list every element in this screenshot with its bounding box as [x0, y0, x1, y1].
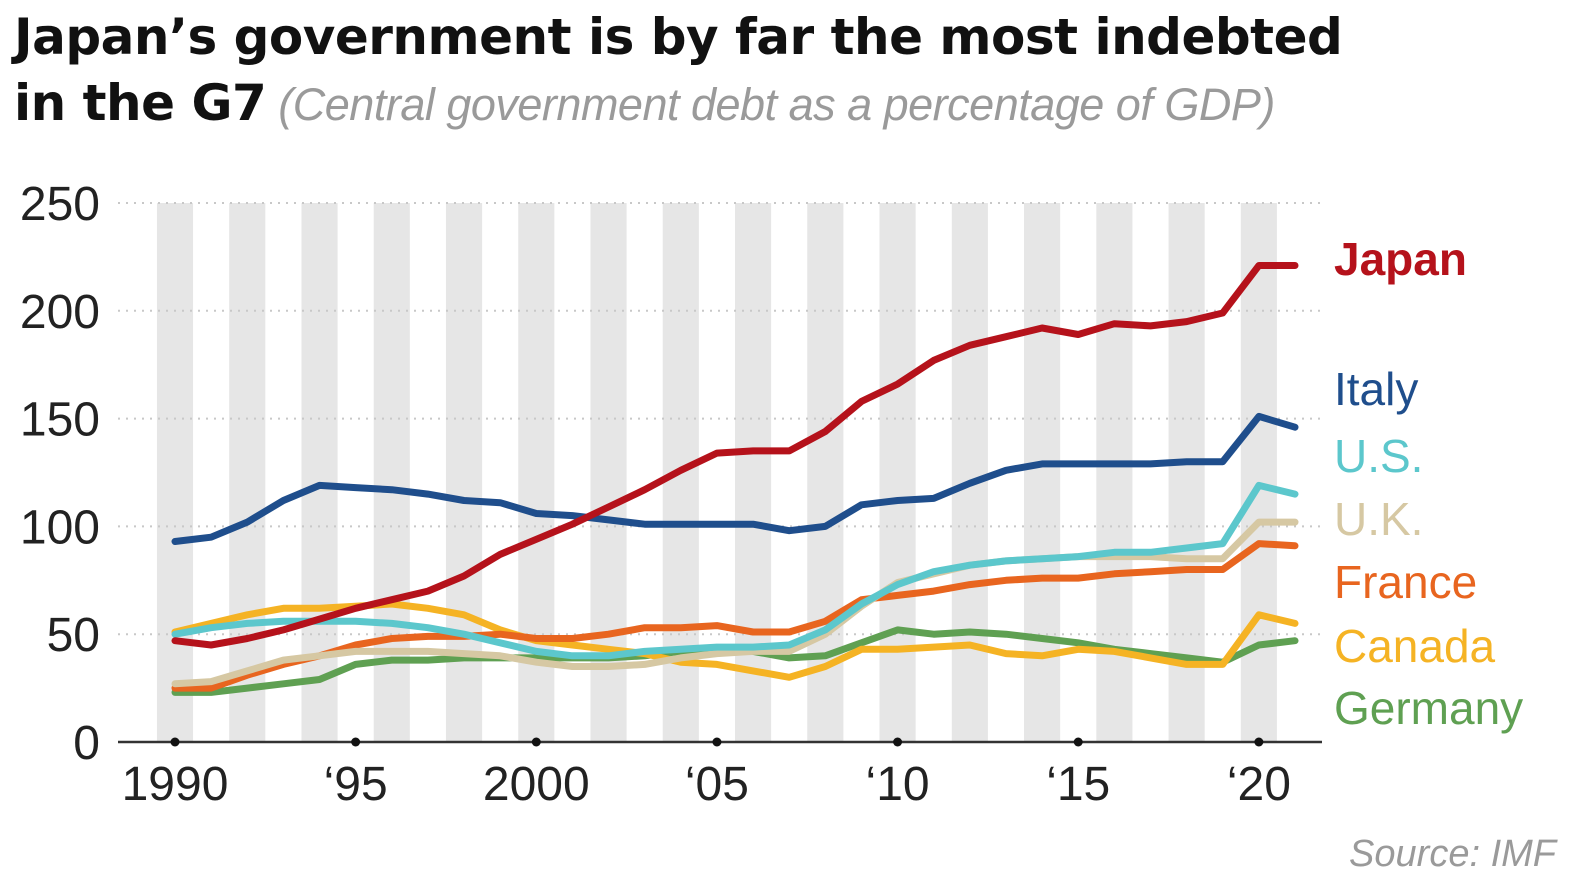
chart-title-line-2-text: in the G7: [14, 74, 267, 132]
y-tick-label-200: 200: [20, 286, 100, 339]
x-tick-label-1995: ‘95: [324, 758, 388, 811]
chart-title-line-1: Japan’s government is by far the most in…: [14, 8, 1343, 66]
x-tick-label-2015: ‘15: [1046, 758, 1110, 811]
series-line-france: [171, 540, 1299, 692]
y-axis-tick-labels: 0 50 100 150 200 250: [20, 178, 100, 770]
legend-label-france: France: [1334, 556, 1477, 608]
y-tick-label-250: 250: [20, 178, 100, 231]
stripe-2012: [951, 203, 988, 742]
x-tick-2015: [1073, 737, 1083, 747]
legend-label-us: U.S.: [1334, 430, 1423, 482]
chart-title-line-2: in the G7 (Central government debt as a p…: [14, 70, 1554, 138]
x-tick-2010: [893, 737, 903, 747]
y-tick-label-0: 0: [73, 717, 100, 770]
stripe-2018: [1168, 203, 1205, 742]
series-line-us: [171, 481, 1299, 660]
x-tick-label-2010: ‘10: [866, 758, 930, 811]
stripe-2006: [735, 203, 772, 742]
x-tick-1990: [170, 737, 180, 747]
y-tick-label-50: 50: [47, 609, 100, 662]
x-tick-label-2020: ‘20: [1227, 758, 1291, 811]
legend: Japan Italy U.S. U.K. France Canada Germany: [1334, 233, 1523, 734]
chart-subtitle: (Central government debt as a percentage…: [278, 79, 1275, 130]
x-tick-2005: [712, 737, 722, 747]
stripe-2014: [1024, 203, 1061, 742]
stripe-2010: [879, 203, 916, 742]
stripe-1992: [229, 203, 266, 742]
legend-label-canada: Canada: [1334, 620, 1496, 672]
series-line-japan: [171, 262, 1299, 649]
x-tick-label-2000: 2000: [483, 758, 590, 811]
x-tick-label-1990: 1990: [122, 758, 229, 811]
title-block: Japan’s government is by far the most in…: [14, 4, 1554, 138]
x-tick-1995: [351, 737, 361, 747]
y-tick-label-100: 100: [20, 501, 100, 554]
legend-label-japan: Japan: [1334, 233, 1467, 285]
x-tick-2020: [1254, 737, 1264, 747]
series-lines: [171, 262, 1299, 696]
legend-label-germany: Germany: [1334, 682, 1523, 734]
y-tick-label-150: 150: [20, 394, 100, 447]
series-line-italy: [171, 412, 1299, 545]
series-line-uk: [171, 518, 1299, 688]
stripe-1990: [156, 203, 194, 742]
x-tick-label-2005: ‘05: [685, 758, 749, 811]
source-note: Source: IMF: [1349, 833, 1556, 875]
legend-label-uk: U.K.: [1334, 493, 1423, 545]
stripe-2016: [1096, 203, 1133, 742]
legend-label-italy: Italy: [1334, 363, 1418, 415]
x-axis: 1990 ‘95 2000 ‘05 ‘10 ‘15 ‘20: [118, 737, 1322, 811]
x-tick-2000: [531, 737, 541, 747]
